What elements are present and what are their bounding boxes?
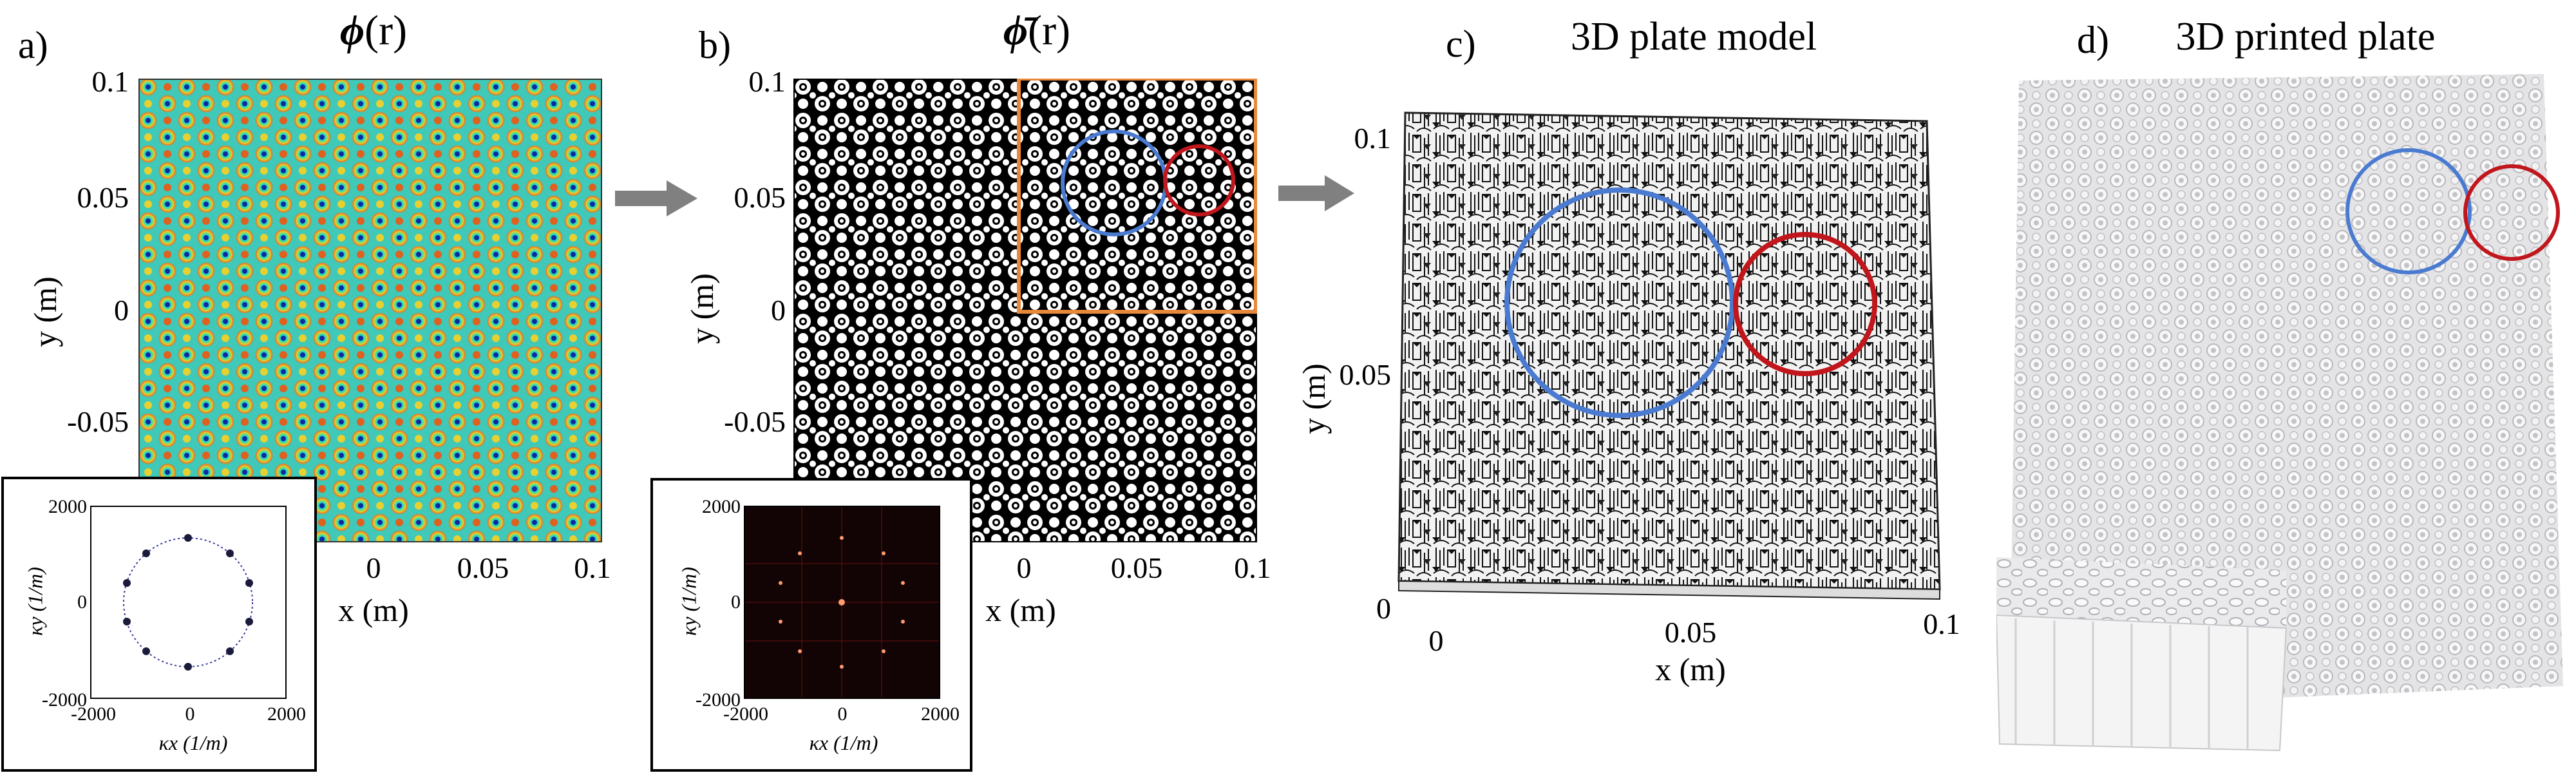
inset-a-ytick: -2000	[42, 689, 87, 711]
blue-highlight-circle	[1061, 129, 1168, 236]
panel-c-xtick: 0	[1428, 624, 1444, 657]
panel-a-ylabel: y (m)	[27, 276, 63, 347]
blue-highlight-circle-photo	[2345, 148, 2472, 274]
panel-c-ylabel: y (m)	[1296, 363, 1332, 434]
panel-b-xlabel: x (m)	[985, 592, 1056, 628]
panel-b-ytick: 0	[771, 294, 786, 327]
red-highlight-circle	[1163, 144, 1235, 216]
inset-a-plot	[90, 506, 287, 699]
inset-a-xtick: 0	[185, 703, 195, 725]
inset-b-ytick: 2000	[702, 496, 741, 517]
inset-a-ytick: 2000	[48, 496, 87, 517]
plate-side-view-inset	[1995, 557, 2287, 752]
arrow-a-to-b	[615, 180, 699, 216]
blue-highlight-circle-3d	[1504, 187, 1735, 418]
panel-b-ytick: 0.05	[734, 181, 786, 214]
panel-b-ytick: -0.05	[724, 405, 786, 438]
panel-a-ytick: 0.1	[91, 65, 129, 98]
arrow-b-to-c	[1278, 175, 1356, 211]
inset-b-ytick: -2000	[696, 689, 741, 711]
panel-c-xtick: 0.05	[1664, 616, 1717, 649]
inset-b-ytick: 0	[731, 591, 741, 613]
panel-a-letter: a)	[18, 24, 48, 66]
panel-b-ytick: 0.1	[748, 65, 786, 98]
panel-b-xtick: 0	[1016, 551, 1032, 584]
red-highlight-circle-photo	[2463, 164, 2560, 261]
panel-b-title: ϕ̄(r)	[1003, 7, 1071, 54]
inset-b-xlabel: κx (1/m)	[809, 731, 878, 754]
panel-a-xlabel: x (m)	[338, 592, 409, 628]
panel-a-xtick: 0.1	[574, 551, 611, 584]
panel-a-title: ϕ(r)	[339, 7, 408, 54]
inset-b-plot	[744, 506, 940, 699]
inset-b-ylabel: κy (1/m)	[677, 567, 701, 636]
panel-a-ytick: -0.05	[67, 405, 129, 438]
panel-a-ytick: 0.05	[77, 181, 129, 214]
panel-a-xtick: 0	[366, 551, 381, 584]
inset-b-xtick: -2000	[723, 703, 768, 725]
red-highlight-circle-3d	[1733, 232, 1877, 376]
panel-b-xtick: 0.1	[1234, 551, 1271, 584]
3d-printed-plate-photo	[1995, 74, 2563, 763]
panel-d-letter: d)	[2077, 19, 2109, 61]
panel-c-letter: c)	[1446, 23, 1476, 65]
panel-c-ytick: 0.1	[1354, 122, 1392, 155]
panel-b-annotations	[793, 77, 1258, 542]
inset-b-xtick: 0	[837, 703, 848, 725]
panel-b-ylabel: y (m)	[684, 273, 720, 344]
3d-plate-model-render	[1397, 103, 1945, 612]
inset-b-xtick: 2000	[921, 703, 960, 725]
phi-field-image	[138, 79, 602, 542]
inset-a-xtick: 2000	[267, 703, 306, 725]
inset-a-ylabel: κy (1/m)	[23, 567, 47, 636]
inset-a-xtick: -2000	[71, 703, 116, 725]
panel-a-ytick: 0	[114, 294, 129, 327]
panel-b-letter: b)	[699, 24, 731, 66]
inset-a-ytick: 0	[77, 591, 87, 613]
orange-zoom-box	[1017, 77, 1258, 314]
inset-a-xlabel: κx (1/m)	[158, 731, 228, 754]
panel-b-xtick: 0.05	[1110, 551, 1163, 584]
panel-c-ytick: 0.05	[1339, 358, 1392, 391]
panel-c-title: 3D plate model	[1570, 15, 1817, 59]
panel-c-xtick: 0.1	[1923, 607, 1960, 640]
panel-d-title: 3D printed plate	[2175, 15, 2436, 59]
panel-a-xtick: 0.05	[457, 551, 509, 584]
panel-c-xlabel: x (m)	[1655, 651, 1726, 687]
panel-c-ytick: 0	[1376, 592, 1391, 625]
